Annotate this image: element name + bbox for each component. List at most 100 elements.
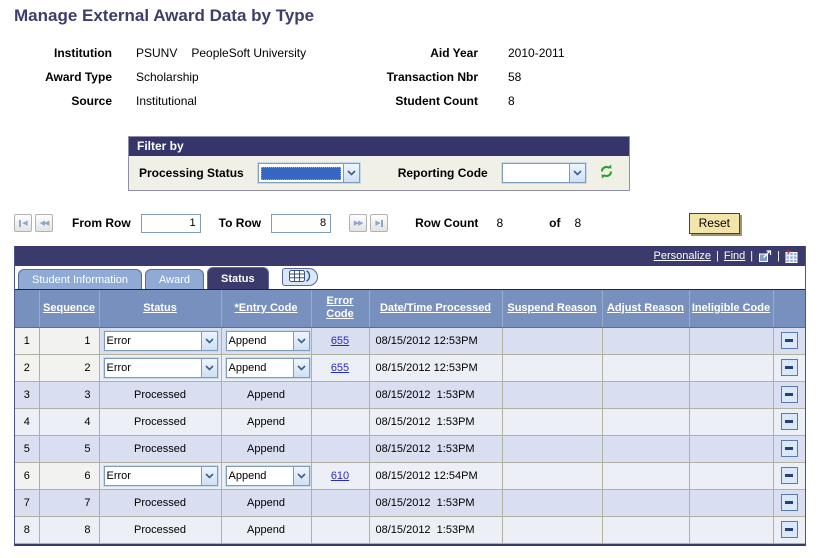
sequence-cell: 4 <box>39 408 100 436</box>
chevron-down-icon[interactable] <box>292 466 309 485</box>
suspend-reason-cell <box>502 435 603 463</box>
delete-row-button[interactable] <box>780 467 798 484</box>
aid-year-value: 2010-2011 <box>508 46 565 60</box>
status-cell: Processed <box>99 435 222 463</box>
row-navigation-bar: ◀ ◀◀ From Row To Row ▶▶ ▶ Row Count 8 of… <box>14 211 806 235</box>
download-to-spreadsheet-icon[interactable] <box>785 249 798 263</box>
sequence-cell: 7 <box>39 489 100 517</box>
datetime-cell: 08/15/2012 1:53PM <box>369 381 503 409</box>
transaction-nbr-label: Transaction Nbr <box>386 70 478 84</box>
datetime-cell: 08/15/2012 1:53PM <box>369 489 503 517</box>
chevron-down-icon[interactable] <box>568 164 585 182</box>
tab-student-information[interactable]: Student Information <box>18 269 143 289</box>
status-dropdown[interactable]: Error <box>103 465 218 486</box>
refresh-button[interactable] <box>599 164 614 182</box>
entry-code-dropdown[interactable]: Append <box>225 330 310 351</box>
suspend-reason-cell <box>502 381 603 409</box>
error-code-link[interactable]: 610 <box>330 469 350 482</box>
column-header-ineligible-code[interactable]: Ineligible Code <box>689 290 774 328</box>
tab-status[interactable]: Status <box>207 267 269 289</box>
view-all-popup-icon[interactable] <box>758 249 772 263</box>
tab-award[interactable]: Award <box>145 269 204 289</box>
to-row-input[interactable] <box>271 213 332 233</box>
suspend-reason-cell <box>502 408 603 436</box>
refresh-icon <box>599 164 614 182</box>
entry-code-dropdown[interactable]: Append <box>225 357 310 378</box>
row-number: 1 <box>15 327 40 355</box>
student-count-value: 8 <box>508 94 515 108</box>
processing-status-label: Processing Status <box>139 166 244 180</box>
row-number: 2 <box>15 354 40 382</box>
status-dropdown[interactable]: Error <box>103 357 218 378</box>
minus-icon <box>785 474 794 477</box>
column-header-status[interactable]: Status <box>99 290 222 328</box>
previous-chunk-button[interactable]: ◀◀ <box>35 214 53 232</box>
table-row: 6 6 Error Append 610 08/15/2012 12:54PM <box>15 462 805 490</box>
reset-button[interactable]: Reset <box>688 212 740 234</box>
adjust-reason-cell <box>602 327 690 355</box>
delete-row-button[interactable] <box>780 413 798 430</box>
next-chunk-icon: ▶▶ <box>353 219 364 227</box>
status-grid-table: Sequence Status *Entry Code Error Code D… <box>15 290 805 544</box>
minus-icon <box>785 420 794 423</box>
next-chunk-button[interactable]: ▶▶ <box>349 214 368 232</box>
suspend-reason-cell <box>502 327 603 355</box>
show-all-columns-icon <box>288 269 311 285</box>
suspend-reason-cell <box>502 489 603 517</box>
delete-row-button[interactable] <box>780 359 798 376</box>
chevron-down-icon[interactable] <box>292 331 309 350</box>
delete-row-button[interactable] <box>780 332 798 349</box>
personalize-link[interactable]: Personalize <box>653 250 712 262</box>
column-header-delete <box>773 290 805 328</box>
suspend-reason-cell <box>502 462 603 490</box>
filter-by-header: Filter by <box>129 137 629 156</box>
table-row: 7 7 Processed Append 08/15/2012 1:53PM <box>15 489 805 517</box>
ineligible-code-cell <box>689 489 774 517</box>
processing-status-dropdown[interactable] <box>257 163 360 183</box>
column-header-sequence[interactable]: Sequence <box>39 290 100 328</box>
chevron-down-icon[interactable] <box>200 358 217 377</box>
minus-icon <box>785 339 794 342</box>
adjust-reason-cell <box>602 435 690 463</box>
column-header-datetime-processed[interactable]: Date/Time Processed <box>369 290 503 328</box>
error-code-cell <box>311 408 370 436</box>
institution-code-value: PSUNV <box>136 46 178 60</box>
column-header-suspend-reason[interactable]: Suspend Reason <box>502 290 603 328</box>
datetime-cell: 08/15/2012 12:53PM <box>369 327 503 355</box>
entry-code-dropdown[interactable]: Append <box>225 465 310 486</box>
show-all-columns-button[interactable] <box>281 268 318 286</box>
reporting-code-dropdown[interactable] <box>501 163 586 183</box>
column-header-entry-code[interactable]: *Entry Code <box>221 290 312 328</box>
status-dropdown[interactable]: Error <box>103 330 218 351</box>
chevron-down-icon[interactable] <box>200 331 217 350</box>
entry-code-cell: Append <box>221 408 312 436</box>
last-chunk-button[interactable]: ▶ <box>370 214 389 232</box>
grid-toolbar: Personalize | Find | | <box>15 246 805 266</box>
total-rows-value: 8 <box>574 216 582 230</box>
chevron-down-icon[interactable] <box>200 466 217 485</box>
entry-code-cell: Append <box>221 435 312 463</box>
table-row: 8 8 Processed Append 08/15/2012 1:53PM <box>15 516 805 544</box>
error-code-link[interactable]: 655 <box>330 334 350 347</box>
chevron-down-icon[interactable] <box>292 358 309 377</box>
find-link[interactable]: Find <box>723 250 746 262</box>
delete-row-button[interactable] <box>780 521 798 538</box>
header-fields-right: Aid Year 2010-2011 Transaction Nbr 58 St… <box>368 46 565 118</box>
datetime-cell: 08/15/2012 1:53PM <box>369 435 503 463</box>
source-label: Source <box>71 94 112 108</box>
delete-row-button[interactable] <box>780 440 798 457</box>
chevron-down-icon[interactable] <box>342 164 359 182</box>
delete-row-button[interactable] <box>780 386 798 403</box>
delete-row-button[interactable] <box>780 494 798 511</box>
column-header-adjust-reason[interactable]: Adjust Reason <box>602 290 690 328</box>
first-chunk-button[interactable]: ◀ <box>14 214 32 232</box>
grid-tab-strip: Student Information Award Status <box>15 266 805 290</box>
from-row-input[interactable] <box>140 213 201 233</box>
table-row: 5 5 Processed Append 08/15/2012 1:53PM <box>15 435 805 463</box>
row-number: 8 <box>15 516 40 544</box>
column-header-error-code[interactable]: Error Code <box>311 290 370 328</box>
error-code-link[interactable]: 655 <box>330 361 350 374</box>
student-count-label: Student Count <box>395 94 478 108</box>
row-number: 5 <box>15 435 40 463</box>
to-row-label: To Row <box>218 216 262 230</box>
